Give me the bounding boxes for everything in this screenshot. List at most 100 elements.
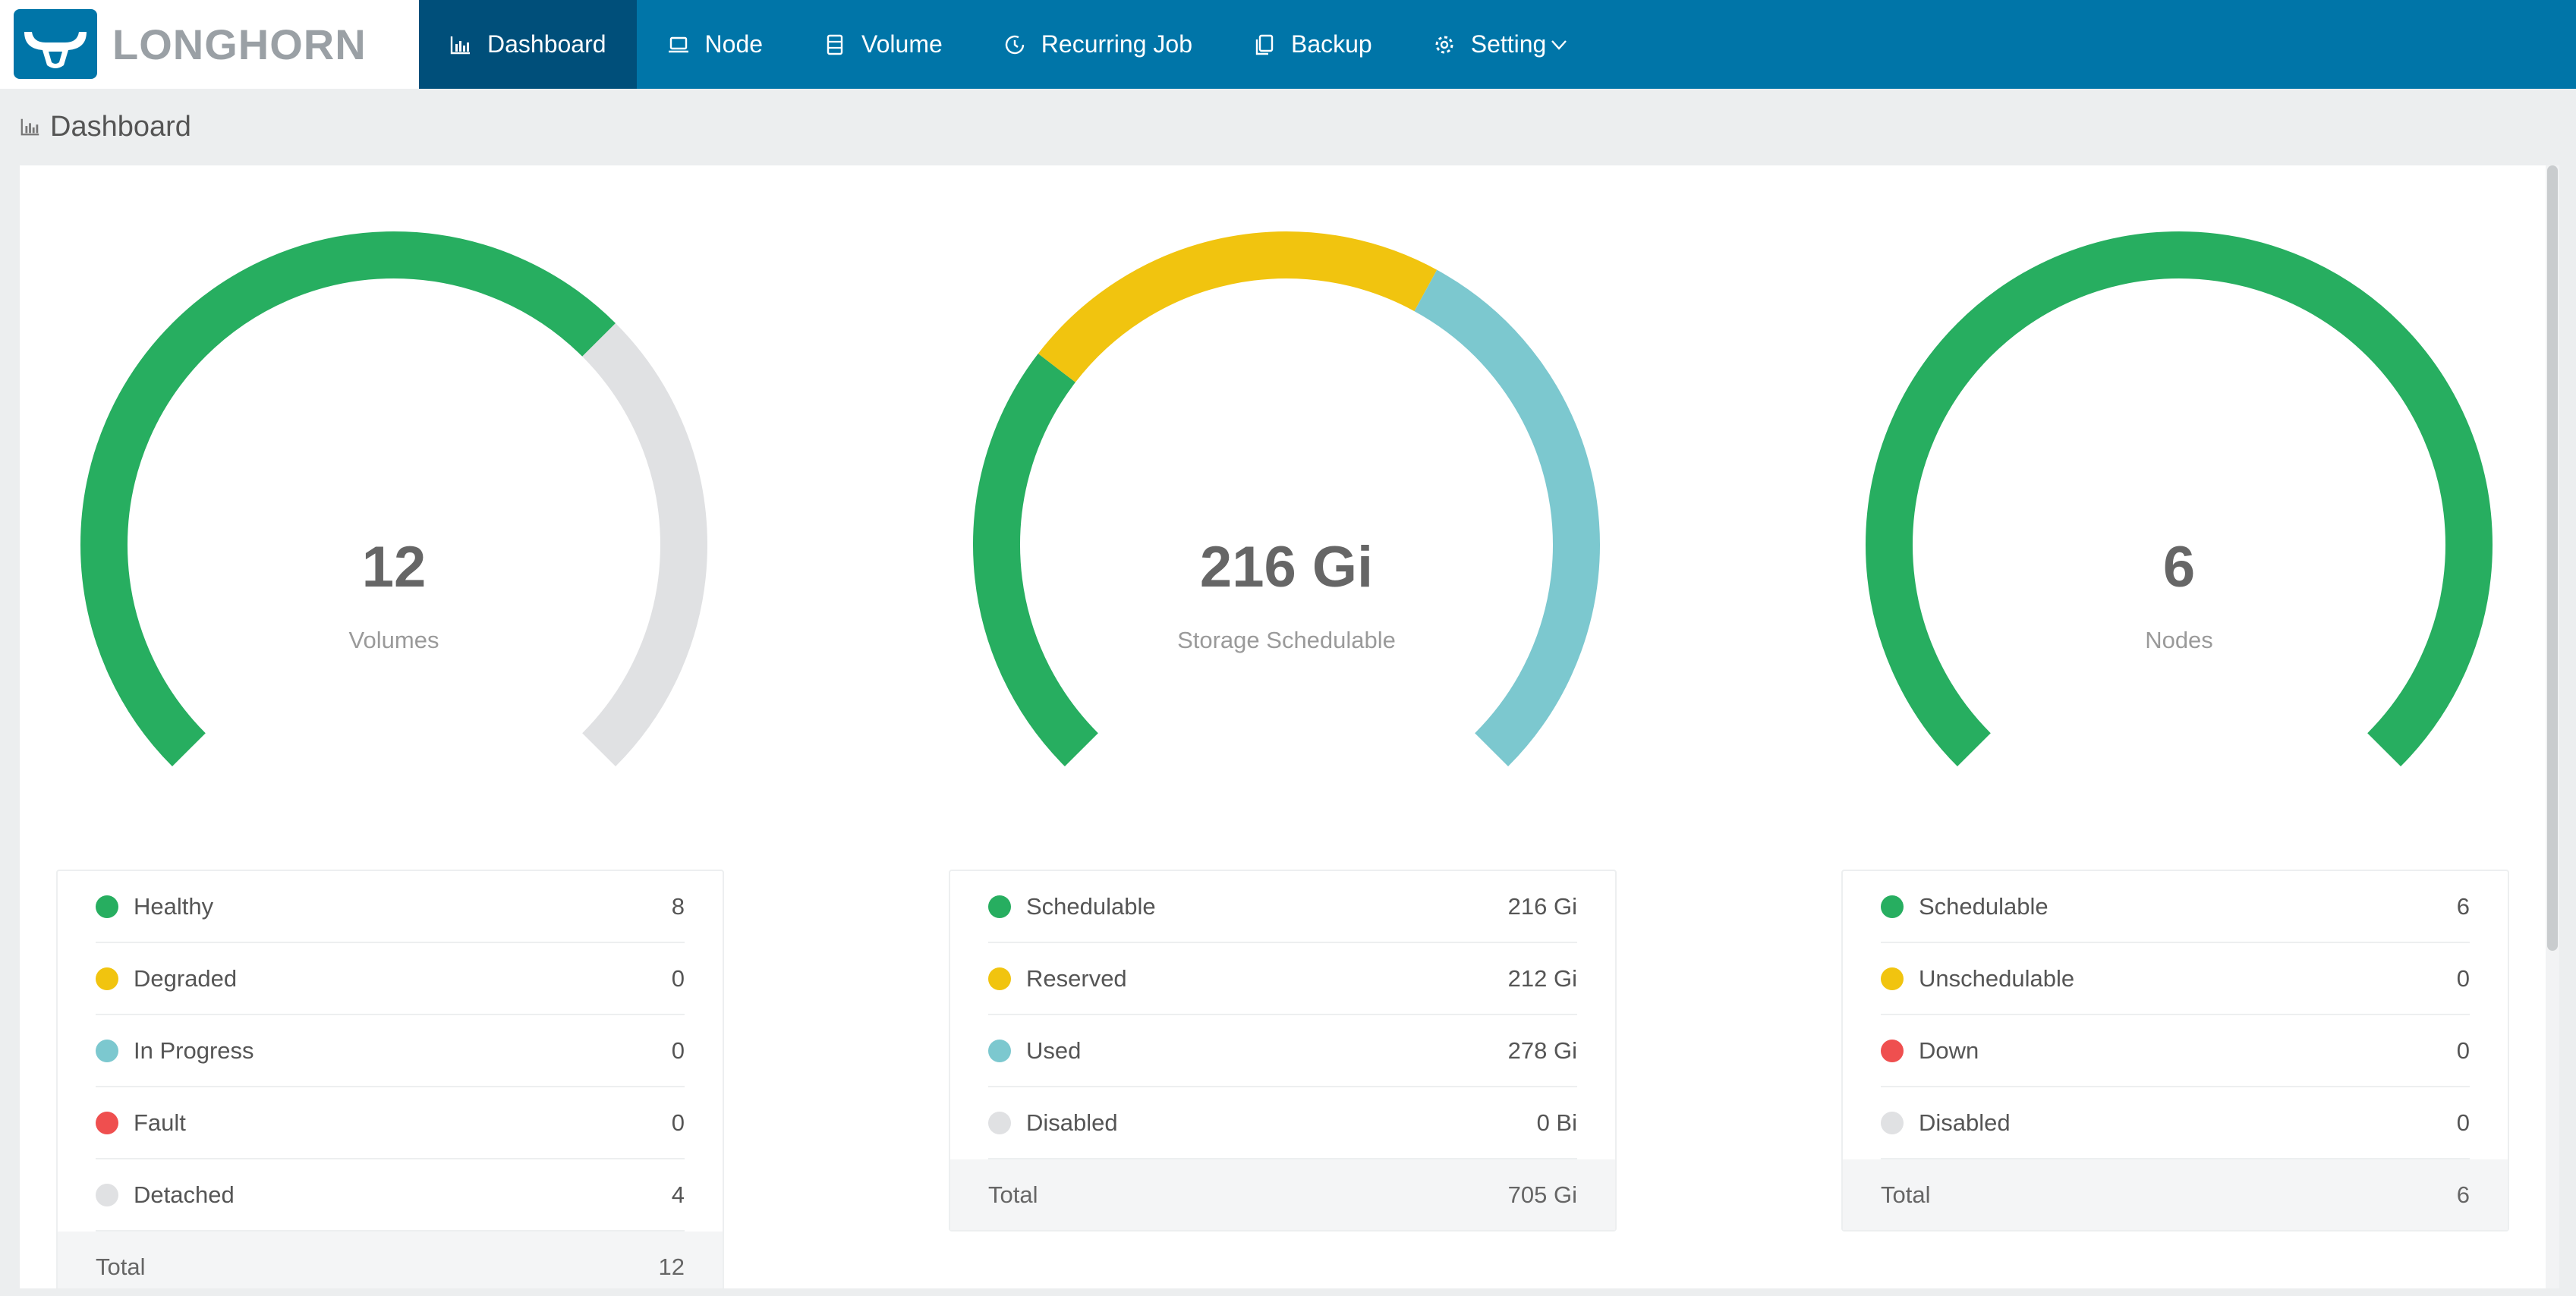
vertical-scrollbar[interactable] [2546, 165, 2559, 1288]
legend-label: Healthy [134, 892, 214, 920]
nav-dashboard[interactable]: Dashboard [419, 0, 637, 89]
legend-value: 8 [671, 892, 685, 920]
volumes-gauge-value: 12 [361, 535, 427, 599]
legend-label: Degraded [134, 964, 238, 992]
total-value: 705 Gi [1507, 1181, 1577, 1208]
legend-row-used[interactable]: Used 278 Gi [988, 1015, 1577, 1087]
laptop-icon [668, 36, 688, 52]
status-dot [988, 967, 1011, 990]
storage-gauge-chart [973, 231, 1600, 767]
status-dot [1881, 1111, 1904, 1134]
legend-value: 212 Gi [1507, 964, 1577, 992]
legend-row-fault[interactable]: Fault 0 [96, 1087, 685, 1159]
page-title-text: Dashboard [50, 110, 191, 143]
storage-gauge-value: 216 Gi [1199, 535, 1374, 599]
volumes-gauge-chart [80, 231, 707, 767]
brand-name: LONGHORN [112, 20, 367, 68]
gauge-segment-schedulable [1866, 231, 2493, 766]
gauge-segment-healthy [80, 231, 616, 767]
total-value: 6 [2456, 1181, 2470, 1208]
status-dot [988, 1111, 1011, 1134]
brand[interactable]: LONGHORN [0, 0, 419, 89]
nodes-gauge-chart [1866, 231, 2493, 766]
main-nav: Dashboard Node Volume Recurring Job [419, 0, 1599, 89]
scrollbar-thumb[interactable] [2547, 165, 2558, 951]
legend-label: Disabled [1919, 1109, 2011, 1136]
legend-value: 278 Gi [1507, 1036, 1577, 1064]
legend-label: Unschedulable [1919, 964, 2075, 992]
storage-legend-card: Schedulable 216 Gi Reserved 212 Gi Used … [949, 870, 1617, 1232]
nav-node-label: Node [704, 30, 764, 58]
legend-row-detached[interactable]: Detached 4 [96, 1159, 685, 1232]
status-dot [988, 895, 1011, 918]
nav-setting[interactable]: Setting [1403, 0, 1600, 89]
nav-backup-label: Backup [1290, 30, 1372, 58]
legend-label: Reserved [1026, 964, 1127, 992]
nav-volume-label: Volume [861, 30, 943, 58]
legend-row-disabled[interactable]: Disabled 0 Bi [988, 1087, 1577, 1159]
legend-value: 4 [671, 1181, 685, 1208]
legend-label: Down [1919, 1036, 1979, 1064]
total-label: Total [988, 1181, 1038, 1208]
gauge-segment-detached [582, 322, 707, 767]
gauge-segment-reserved [1038, 231, 1438, 382]
legend-total-row: Total 12 [58, 1232, 723, 1288]
legend-row-down[interactable]: Down 0 [1881, 1015, 2470, 1087]
volumes-legend-card: Healthy 8 Degraded 0 In Progress 0 Fault… [56, 870, 724, 1288]
volumes-gauge-label: Volumes [348, 627, 439, 653]
longhorn-logo-icon [14, 9, 97, 79]
legend-row-degraded[interactable]: Degraded 0 [96, 943, 685, 1015]
status-dot [988, 1039, 1011, 1062]
top-navigation-bar: LONGHORN Dashboard Node Vol [0, 0, 2576, 89]
legend-row-in-progress[interactable]: In Progress 0 [96, 1015, 685, 1087]
legend-row-disabled[interactable]: Disabled 0 [1881, 1087, 2470, 1159]
legend-row-unschedulable[interactable]: Unschedulable 0 [1881, 943, 2470, 1015]
legend-row-healthy[interactable]: Healthy 8 [96, 871, 685, 943]
legend-value: 6 [2456, 892, 2470, 920]
legend-label: Disabled [1026, 1109, 1118, 1136]
legend-label: Detached [134, 1181, 235, 1208]
legend-total-row: Total 705 Gi [950, 1159, 1615, 1230]
copy-icon [1255, 34, 1274, 55]
legend-value: 0 [2456, 964, 2470, 992]
nav-node[interactable]: Node [637, 0, 794, 89]
status-dot [96, 967, 118, 990]
legend-value: 216 Gi [1507, 892, 1577, 920]
nav-backup[interactable]: Backup [1223, 0, 1403, 89]
nav-volume[interactable]: Volume [793, 0, 973, 89]
nav-dashboard-label: Dashboard [487, 30, 606, 58]
total-label: Total [96, 1253, 146, 1280]
nodes-gauge-value: 6 [2162, 535, 2196, 599]
nav-recurring-job-label: Recurring Job [1041, 30, 1192, 58]
status-dot [96, 1039, 118, 1062]
database-icon [827, 34, 843, 55]
total-label: Total [1881, 1181, 1931, 1208]
nav-recurring-job[interactable]: Recurring Job [973, 0, 1223, 89]
legend-label: Schedulable [1919, 892, 2049, 920]
gear-icon [1435, 36, 1453, 53]
chevron-down-icon [1551, 39, 1567, 50]
gauge-segment-schedulable [973, 353, 1098, 767]
bar-chart-icon [20, 118, 39, 136]
total-value: 12 [658, 1253, 685, 1280]
status-dot [1881, 895, 1904, 918]
legend-label: Fault [134, 1109, 186, 1136]
legend-row-schedulable[interactable]: Schedulable 6 [1881, 871, 2470, 943]
page-title: Dashboard [20, 108, 191, 146]
volumes-gauge: 12 Volumes [71, 231, 716, 823]
status-dot [1881, 1039, 1904, 1062]
legend-label: Schedulable [1026, 892, 1156, 920]
legend-row-reserved[interactable]: Reserved 212 Gi [988, 943, 1577, 1015]
legend-row-schedulable[interactable]: Schedulable 216 Gi [988, 871, 1577, 943]
nav-setting-label: Setting [1470, 30, 1547, 58]
status-dot [96, 1183, 118, 1206]
legend-value: 0 Bi [1536, 1109, 1577, 1136]
gauge-segment-used [1414, 269, 1600, 767]
nodes-gauge: 6 Nodes [1856, 231, 2502, 823]
nodes-legend-card: Schedulable 6 Unschedulable 0 Down 0 Dis… [1841, 870, 2509, 1232]
nodes-gauge-label: Nodes [2145, 627, 2213, 653]
legend-total-row: Total 6 [1843, 1159, 2508, 1230]
legend-value: 0 [2456, 1036, 2470, 1064]
storage-gauge: 216 Gi Storage Schedulable [964, 231, 1609, 823]
legend-label: Used [1026, 1036, 1082, 1064]
